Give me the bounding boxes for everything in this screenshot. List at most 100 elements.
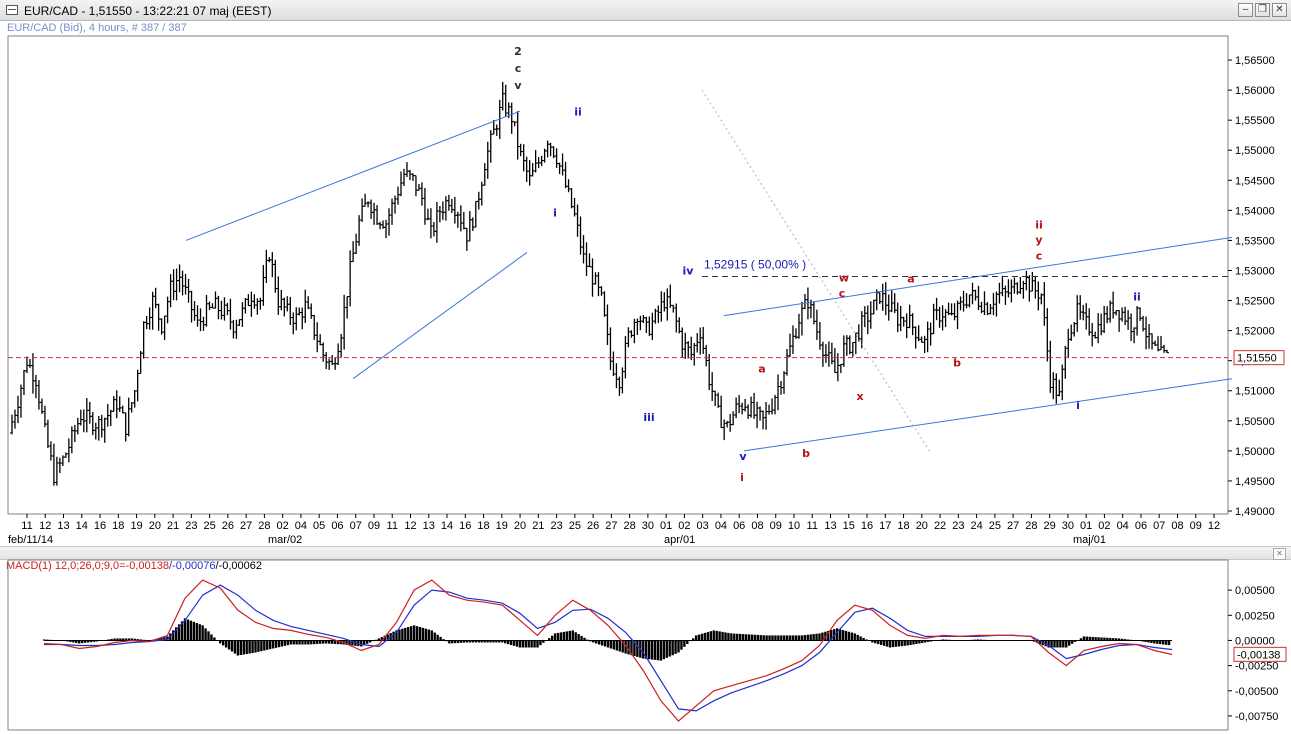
x-tick-label: 05 [313, 520, 325, 532]
y-tick-label: 1,54000 [1235, 205, 1275, 217]
wave-label: i [553, 206, 557, 219]
x-tick-label: 07 [350, 520, 362, 532]
x-tick-label: 20 [916, 520, 928, 532]
x-tick-label: 01 [1080, 520, 1092, 532]
x-tick-label: 21 [167, 520, 179, 532]
x-tick-label: 09 [770, 520, 782, 532]
restore-button[interactable]: ❐ [1255, 3, 1270, 17]
y-tick-label: 1,50000 [1235, 446, 1275, 458]
macd-y-tick-label: 0,00000 [1235, 635, 1275, 647]
wave-label: ii [1035, 218, 1043, 231]
x-tick-label: 25 [989, 520, 1001, 532]
chart-window-icon [6, 5, 18, 15]
x-tick-label: 17 [879, 520, 891, 532]
x-tick-label: 02 [1098, 520, 1110, 532]
y-tick-label: 1,55000 [1235, 145, 1275, 157]
x-tick-label: 13 [824, 520, 836, 532]
x-tick-label: 27 [605, 520, 617, 532]
x-month-label: maj/01 [1073, 534, 1106, 546]
wave-label: i [740, 471, 744, 484]
x-tick-label: 24 [970, 520, 982, 532]
wave-label: x [856, 390, 863, 403]
y-tick-label: 1,52000 [1235, 326, 1275, 338]
x-tick-label: 26 [222, 520, 234, 532]
current-price-box [1233, 350, 1285, 366]
y-tick-label: 1,53000 [1235, 265, 1275, 277]
x-tick-label: 28 [258, 520, 270, 532]
x-tick-label: 16 [861, 520, 873, 532]
window-title: EUR/CAD - 1,51550 - 13:22:21 07 maj (EES… [24, 4, 272, 18]
macd-current-box [1233, 646, 1287, 662]
x-tick-label: 03 [697, 520, 709, 532]
x-tick-label: 06 [331, 520, 343, 532]
x-tick-label: 27 [240, 520, 252, 532]
x-tick-label: 15 [843, 520, 855, 532]
upper-wedge-trendline [185, 110, 521, 241]
x-tick-label: 18 [477, 520, 489, 532]
x-tick-label: 18 [112, 520, 124, 532]
signal-value: -0,00076 [172, 560, 216, 572]
wave-label: ii [574, 105, 582, 118]
x-tick-label: 28 [624, 520, 636, 532]
y-tick-label: 1,54500 [1235, 175, 1275, 187]
x-tick-label: 07 [1153, 520, 1165, 532]
x-tick-label: 11 [807, 520, 818, 532]
macd-current-label: -0,00138 [1237, 649, 1280, 661]
x-tick-label: 01 [660, 520, 672, 532]
macd-y-tick-label: -0,00750 [1235, 711, 1278, 723]
x-tick-label: 25 [569, 520, 581, 532]
x-tick-label: 04 [295, 520, 307, 532]
pane-divider[interactable]: ✕ [0, 546, 1291, 560]
close-button[interactable]: ✕ [1272, 3, 1287, 17]
wave-label: iii [643, 411, 654, 424]
wave-label: iv [683, 265, 695, 278]
x-month-label: mar/02 [268, 534, 302, 546]
x-tick-label: 19 [496, 520, 508, 532]
x-tick-label: 02 [277, 520, 289, 532]
x-tick-label: 16 [459, 520, 471, 532]
x-tick-label: 20 [149, 520, 161, 532]
fib-level-label: 1,52915 ( 50,00% ) [704, 258, 806, 272]
x-tick-label: 11 [21, 520, 32, 532]
x-tick-label: 19 [130, 520, 142, 532]
chart-subtitle: EUR/CAD (Bid), 4 hours, # 387 / 387 [7, 22, 187, 34]
y-tick-label: 1,56500 [1235, 55, 1275, 67]
y-tick-label: 1,53500 [1235, 235, 1275, 247]
window-titlebar: EUR/CAD - 1,51550 - 13:22:21 07 maj (EES… [0, 0, 1291, 21]
collapse-pane-icon[interactable]: ✕ [1273, 548, 1286, 560]
wave-label: i [1076, 399, 1080, 412]
x-tick-label: 11 [387, 520, 398, 532]
macd-main-line [43, 579, 1173, 722]
minimize-button[interactable]: – [1238, 3, 1253, 17]
wave-label: v [739, 450, 747, 463]
y-tick-label: 1,49500 [1235, 476, 1275, 488]
macd-y-tick-label: -0,00500 [1235, 686, 1278, 698]
x-tick-label: 27 [1007, 520, 1019, 532]
macd-signal-line [44, 584, 1173, 712]
macd-y-tick-label: 0,00500 [1235, 585, 1275, 597]
x-tick-label: 28 [1025, 520, 1037, 532]
price-plot-frame [7, 35, 1229, 515]
x-month-label: feb/11/14 [8, 534, 53, 546]
x-tick-label: 04 [1117, 520, 1129, 532]
wave-label: b [802, 447, 810, 460]
x-tick-label: 10 [788, 520, 800, 532]
x-tick-label: 21 [532, 520, 544, 532]
y-tick-label: 1,55500 [1235, 115, 1275, 127]
wave-label: y [1035, 233, 1042, 246]
wave-label: a [907, 273, 914, 286]
wave-label: c [1036, 250, 1043, 263]
x-tick-label: 02 [678, 520, 690, 532]
x-tick-label: 20 [514, 520, 526, 532]
fib-retracement-dotted-line [701, 89, 931, 453]
wave-label: v [514, 79, 522, 92]
x-tick-label: 23 [550, 520, 562, 532]
y-tick-label: 1,50500 [1235, 416, 1275, 428]
price-chart[interactable]: 1,56500 1,56000 1,55500 1,55000 1,54500 1,540… [0, 0, 1291, 546]
x-tick-label: 25 [203, 520, 215, 532]
x-tick-label: 13 [423, 520, 435, 532]
macd-y-tick-label: -0,00250 [1235, 661, 1278, 673]
y-tick-label: 1,52500 [1235, 296, 1275, 308]
wave-label: b [953, 357, 961, 370]
macd-label: MACD(1) 12,0;26,0;9,0=-0,00138/-0,00076/… [6, 560, 262, 572]
